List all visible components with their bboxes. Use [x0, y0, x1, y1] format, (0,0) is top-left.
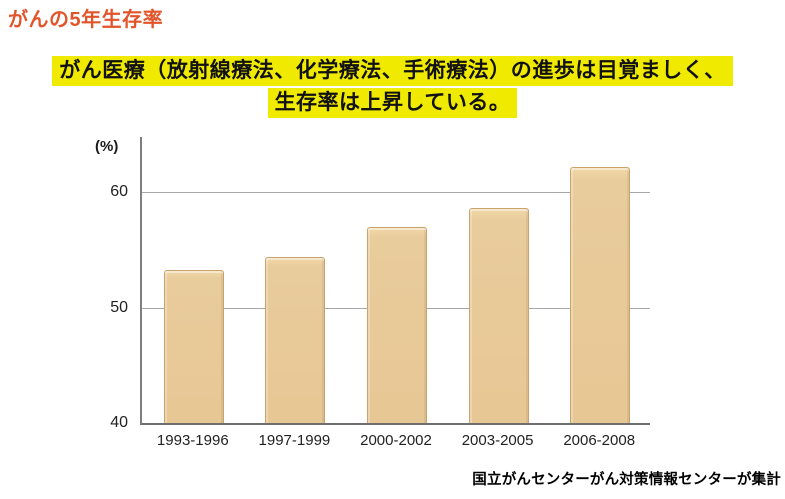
- headline: がん医療（放射線療法、化学療法、手術療法）の進歩は目覚ましく、 生存率は上昇して…: [0, 56, 785, 120]
- bar-chart: (%) 40 50 60 1993-1996 1997-1999 2000-2002 200…: [95, 137, 650, 449]
- gridline-60: [142, 192, 650, 194]
- headline-line-1-wrap: がん医療（放射線療法、化学療法、手術療法）の進歩は目覚ましく、: [0, 56, 785, 86]
- y-tick-label-60: 60: [110, 183, 128, 201]
- x-axis-label-1993-1996: 1993-1996: [156, 432, 229, 449]
- x-axis-label-2000-2002: 2000-2002: [360, 432, 432, 449]
- bar-2006-2008: [570, 167, 631, 423]
- source-note: 国立がんセンターがん対策情報センターが集計: [472, 472, 781, 488]
- y-axis-unit-label: (%): [95, 138, 119, 155]
- y-tick-label-40: 40: [110, 414, 128, 431]
- bar-1997-1999: [265, 257, 326, 423]
- headline-line-1: がん医療（放射線療法、化学療法、手術療法）の進歩は目覚ましく、: [52, 56, 733, 86]
- page-title: がんの5年生存率: [8, 9, 164, 31]
- bar-1993-1996: [163, 269, 224, 423]
- x-axis-label-2003-2005: 2003-2005: [461, 432, 534, 449]
- x-axis-label-2006-2008: 2006-2008: [563, 432, 636, 449]
- x-axis-label-1997-1999: 1997-1999: [258, 432, 331, 449]
- y-tick-label-50: 50: [110, 298, 128, 316]
- bar-2000-2002: [367, 227, 427, 423]
- headline-line-2-wrap: 生存率は上昇している。: [0, 88, 785, 118]
- bar-2003-2005: [468, 207, 529, 423]
- headline-line-2: 生存率は上昇している。: [267, 88, 518, 118]
